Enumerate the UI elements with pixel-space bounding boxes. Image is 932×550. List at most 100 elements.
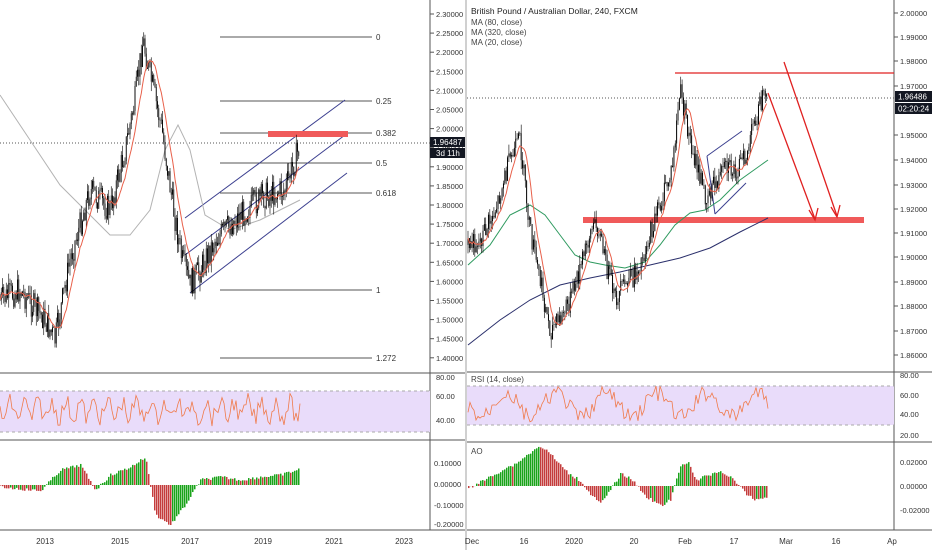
- candle-body: [650, 221, 652, 243]
- ao-bar: [110, 473, 112, 485]
- right-price-axis[interactable]: 2.00000 1.99000 1.98000 1.97000 1.95000 1.940…: [894, 9, 927, 360]
- ao-bar: [568, 474, 570, 486]
- ao-bar: [260, 476, 262, 485]
- candle-body: [507, 157, 509, 181]
- candle-body: [717, 181, 719, 189]
- candle-body: [471, 240, 473, 248]
- candle-body: [658, 202, 660, 205]
- candle-body: [89, 199, 91, 206]
- candle-body: [714, 176, 716, 188]
- ao-bar: [486, 478, 488, 486]
- candle-body: [280, 181, 282, 197]
- candle-body: [50, 329, 52, 333]
- ao-bar: [156, 485, 158, 515]
- right-price-tag-text: 1.96486: [898, 93, 927, 102]
- ao-bar: [66, 467, 68, 485]
- candle-body: [741, 157, 743, 160]
- fib-retracement[interactable]: 0 0.25 0.382 0.5 0.618 1 1.272: [220, 33, 397, 363]
- ao-bar: [744, 486, 746, 492]
- candle-body: [267, 182, 268, 197]
- ao-bar: [186, 485, 188, 504]
- candle-body: [580, 264, 582, 265]
- candle-body: [39, 310, 41, 313]
- legend-ma-20: MA (20, close): [471, 38, 522, 47]
- candle-body: [239, 212, 241, 224]
- ao-bar: [548, 452, 550, 486]
- channel-upper-line: [184, 99, 346, 219]
- ao-bar: [164, 485, 166, 522]
- candle-body: [209, 245, 211, 263]
- ao-bar: [96, 485, 98, 490]
- candle-body: [60, 302, 62, 320]
- candle-body: [142, 45, 143, 67]
- candle-body: [545, 306, 547, 312]
- candle-body: [297, 142, 298, 152]
- ao-bar: [134, 465, 136, 485]
- support-zone[interactable]: [583, 217, 864, 223]
- ao-bar: [728, 476, 730, 486]
- candle-body: [75, 239, 77, 241]
- candle-body: [292, 162, 293, 167]
- ao-bar: [128, 468, 130, 485]
- candle-body: [752, 123, 754, 125]
- left-price-axis[interactable]: 2.30000 2.25000 2.20000 2.15000 2.10000 2.050…: [430, 10, 463, 363]
- candle-body: [522, 160, 524, 169]
- ao-bar: [8, 485, 10, 489]
- candle-body: [505, 170, 507, 181]
- resistance-zone[interactable]: [268, 131, 348, 137]
- candle-body: [571, 291, 573, 293]
- candle-body: [753, 120, 755, 124]
- right-time-axis[interactable]: Dec 16 2020 20 Feb 17 Mar 16 Ap: [465, 537, 898, 546]
- ao-bar: [670, 486, 672, 501]
- ao-bar: [718, 472, 720, 486]
- ao-bar: [560, 464, 562, 486]
- ao-bar: [200, 479, 202, 485]
- ao-bar: [500, 472, 502, 486]
- ao-tick-label: -0.20000: [434, 520, 464, 529]
- candle-body: [605, 249, 607, 255]
- ao-bar: [710, 475, 712, 486]
- candle-body: [680, 84, 682, 99]
- left-rsi-axis: 80.00 60.00 40.00: [436, 373, 455, 425]
- ao-bar: [268, 476, 270, 485]
- candle-body: [595, 219, 597, 228]
- ao-bar: [488, 476, 490, 486]
- ao-bar: [514, 463, 516, 486]
- ao-tick-label: 0.00000: [900, 482, 927, 491]
- candle-body: [285, 180, 287, 192]
- ao-bar: [280, 473, 282, 485]
- ma-navy-line: [467, 217, 769, 346]
- candle-body: [663, 182, 665, 202]
- time-label: 16: [832, 537, 841, 546]
- forecast-arrows[interactable]: [767, 61, 841, 222]
- left-time-axis[interactable]: 2013 2015 2017 2019 2021 2023: [36, 537, 413, 546]
- ao-bar: [120, 470, 122, 485]
- candle-body: [207, 248, 208, 264]
- ao-bar: [554, 459, 556, 486]
- price-channel[interactable]: [184, 99, 348, 294]
- ao-bar: [512, 466, 514, 486]
- candle-body: [738, 158, 740, 177]
- ao-bar: [130, 467, 132, 485]
- candle-body: [616, 290, 618, 306]
- candle-body: [172, 189, 173, 195]
- candle-body: [703, 184, 705, 186]
- candle-body: [249, 206, 251, 218]
- ao-bar: [564, 469, 566, 486]
- ao-bar: [188, 485, 190, 501]
- candle-body: [666, 182, 668, 187]
- ao-bar: [58, 473, 60, 485]
- candle-body: [718, 175, 720, 189]
- ao-bar: [192, 485, 194, 493]
- candle-body: [530, 217, 532, 224]
- ao-bar: [94, 485, 96, 490]
- rsi-tick-label: 60.00: [436, 392, 455, 401]
- ao-bar: [726, 475, 728, 486]
- candle-body: [32, 311, 33, 317]
- ao-bar: [208, 478, 210, 485]
- candle-body: [100, 188, 102, 190]
- ao-bar: [604, 486, 606, 499]
- price-tick-label: 1.92000: [900, 205, 927, 214]
- ao-bar: [762, 486, 764, 499]
- ao-bar: [292, 471, 294, 485]
